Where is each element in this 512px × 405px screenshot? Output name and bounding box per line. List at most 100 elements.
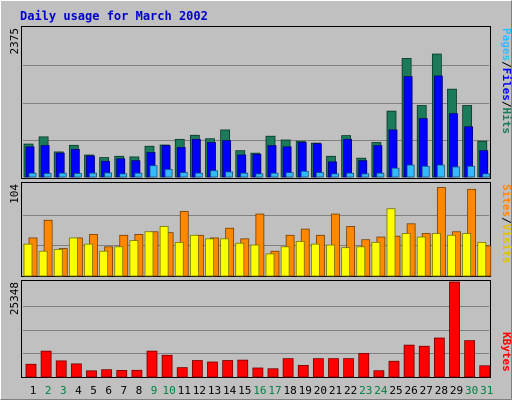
day-label: 15 [238,384,251,397]
kbytes-bar [343,358,355,378]
sites-bar [114,246,124,277]
kbytes-bar [161,354,173,378]
kbytes-bar [403,344,415,378]
day-label: 25 [389,384,402,397]
sites-bar [431,233,441,277]
pages-bar [436,164,445,178]
files-bar [373,145,383,178]
pages-bar [482,173,491,178]
day-label: 20 [314,384,327,397]
day-label: 17 [268,384,281,397]
sites-bar [310,243,320,277]
pages-bar [210,170,218,178]
kbytes-bar [86,370,97,378]
sites-bar [371,241,381,277]
legend-pages: Pages [500,28,512,61]
sites-bar [250,244,260,277]
files-bar [479,150,489,178]
pages-bar [73,173,82,178]
sites-bar [280,246,290,277]
pages-bar [164,169,173,178]
sites-bar [23,243,33,277]
pages-bar [421,165,430,178]
sites-bar [144,231,154,277]
day-label: 12 [193,384,206,397]
pages-bar [119,173,128,178]
kbytes-bar [131,369,143,378]
pages-bar [179,172,188,178]
sites-bar [477,241,487,277]
hits-legend: Pages/Files/Hits [500,28,512,134]
day-labels: 1 2 3 4 5 6 7 8 9 10 11 12 13 14 15 16 17 18 19 20 21 22 23 24 2… [30,384,494,397]
sites-bar [174,241,184,277]
sites-bar [53,249,63,277]
sites-bar [84,243,93,277]
kbytes-bar [267,368,279,378]
day-label: 1 [30,384,37,397]
sites-bar [265,253,275,277]
kbytes-bar [207,361,218,378]
pages-bar [452,166,460,178]
day-label: 3 [60,384,67,397]
files-bar [191,138,201,178]
kbytes-bar [101,369,113,378]
sites-bar [68,237,78,277]
sites-bar [159,226,169,277]
pages-bar [406,164,415,178]
pages-bar [315,172,324,178]
day-label: 4 [75,384,82,397]
sites-bar [356,246,366,277]
kbytes-bar [237,359,249,378]
legend-sep-1: / [500,61,512,68]
kbytes-bar [297,364,309,378]
day-label: 10 [163,384,176,397]
pages-bar [240,172,249,178]
day-label: 21 [329,384,342,397]
pages-bar [28,172,37,178]
sites-bar [416,236,426,277]
day-label: 31 [480,384,493,397]
files-bar [267,145,277,178]
pages-bar [285,172,294,178]
pages-bar [270,172,279,178]
pages-bar [225,171,234,178]
pages-bar [300,170,309,178]
day-label: 27 [420,384,433,397]
sites-bar [295,241,305,277]
kbytes-bar [146,350,158,378]
visits-bar [43,219,53,277]
day-label: 5 [90,384,97,397]
kbytes-bar [176,367,188,378]
hits-ymax-label: 2375 [8,28,21,55]
day-label: 8 [136,384,143,397]
kbytes-bar [464,340,476,378]
day-label: 7 [120,384,127,397]
files-bar [70,148,80,178]
sites-bar [341,247,351,277]
files-bar [433,75,443,178]
kbytes-bar [116,370,128,378]
kbytes-bar [328,358,339,378]
day-label: 29 [450,384,463,397]
day-label: 23 [359,384,372,397]
kbytes-bar [418,345,430,378]
legend-sep-2: / [500,101,512,108]
sites-bar [205,238,214,277]
files-bar [222,140,232,178]
pages-bar [149,165,158,178]
kbytes-bar [40,350,52,378]
sites-bar [401,233,411,277]
pages-bar [194,172,203,178]
sites-bar [462,233,472,277]
pages-bar [43,173,52,178]
visits-bar [467,188,477,277]
pages-bar [331,173,339,178]
sites-bar [38,250,48,277]
day-label: 9 [151,384,158,397]
day-label: 19 [299,384,312,397]
visits-ymax-label: 104 [8,184,21,204]
files-bar [403,76,413,178]
day-label: 26 [405,384,418,397]
legend-sep-3: / [500,217,512,224]
